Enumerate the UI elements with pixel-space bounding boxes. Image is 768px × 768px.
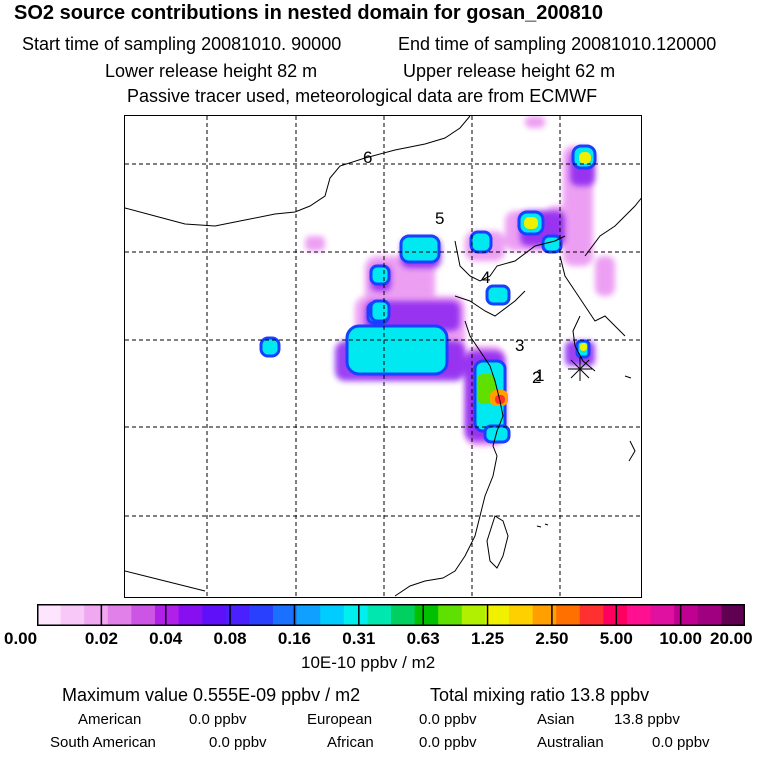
colorbar-units: 10E-10 ppbv / m2: [301, 653, 436, 672]
colorbar-swatch: [320, 604, 345, 626]
colorbar-swatch: [650, 604, 675, 626]
colorbar-border: [37, 604, 745, 626]
map-canvas: 6 5 4 3 2 1: [125, 116, 641, 597]
tracer-note: Passive tracer used, meteorological data…: [127, 86, 598, 106]
colorbar-swatch: [697, 604, 722, 626]
end-time: End time of sampling 20081010.120000: [398, 34, 717, 54]
colorbar-tick-label: 0.16: [277, 629, 311, 648]
plot-title: SO2 source contributions in nested domai…: [14, 2, 604, 24]
region-name-american: American: [78, 711, 142, 728]
day-label-6: 6: [363, 148, 372, 167]
region-value-australian: 0.0 ppbv: [652, 734, 710, 751]
colorbar-swatch: [509, 604, 534, 626]
colorbar-swatch: [225, 604, 250, 626]
colorbar-swatch: [627, 604, 652, 626]
colorbar-swatch: [343, 604, 368, 626]
region-name-european: European: [307, 711, 373, 728]
colorbar-tick-label: 0.02: [84, 629, 118, 648]
colorbar-tick-label: 10.00: [659, 629, 702, 648]
region-value-african: 0.0 ppbv: [419, 734, 477, 751]
colorbar-swatch: [603, 604, 628, 626]
day-label-1: 1: [535, 366, 544, 385]
colorbar-tick-label: 1.25: [470, 629, 505, 648]
colorbar-swatch: [367, 604, 392, 626]
coastlines: [125, 116, 641, 597]
colorbar-tick-label: 0.31: [342, 629, 376, 648]
max-value: Maximum value 0.555E-09 ppbv / m2: [62, 685, 361, 705]
colorbar-swatch: [60, 604, 85, 626]
map-grid: [125, 116, 641, 597]
day-label-4: 4: [481, 268, 490, 287]
colorbar-swatch: [556, 604, 581, 626]
lower-release-height: Lower release height 82 m: [105, 61, 318, 81]
colorbar-swatch: [414, 604, 439, 626]
colorbar-swatch: [296, 604, 321, 626]
colorbar-tick-label: 0.04: [149, 629, 183, 648]
colorbar-swatch: [107, 604, 132, 626]
region-name-south-american: South American: [50, 734, 156, 751]
day-label-5: 5: [435, 209, 444, 228]
gosan-star-icon: [568, 357, 592, 381]
colorbar-swatch: [178, 604, 203, 626]
region-value-american: 0.0 ppbv: [189, 711, 247, 728]
region-value-asian: 13.8 ppbv: [614, 711, 680, 728]
colorbar-tick-label: 5.00: [599, 629, 633, 648]
start-time: Start time of sampling 20081010. 90000: [22, 34, 342, 54]
total-mixing-ratio: Total mixing ratio 13.8 ppbv: [430, 685, 650, 705]
colorbar-swatch: [461, 604, 486, 626]
plume-hot: [477, 152, 591, 406]
colorbar-tick-label: 20.00: [710, 629, 753, 648]
colorbar-swatch: [84, 604, 109, 626]
region-value-european: 0.0 ppbv: [419, 711, 477, 728]
colorbar-swatch: [674, 604, 699, 626]
upper-release-height: Upper release height 62 m: [403, 61, 616, 81]
colorbar-swatch: [131, 604, 156, 626]
colorbar-swatch: [249, 604, 274, 626]
region-name-african: African: [327, 734, 374, 751]
colorbar-swatch: [37, 604, 62, 626]
region-value-south-american: 0.0 ppbv: [209, 734, 267, 751]
map-panel: 6 5 4 3 2 1: [124, 115, 642, 598]
colorbar-swatch: [391, 604, 416, 626]
day-label-2: 2: [532, 368, 541, 387]
colorbar-tick-label: 2.50: [535, 629, 569, 648]
colorbar-swatch: [579, 604, 604, 626]
region-name-australian: Australian: [537, 734, 604, 751]
colorbar-swatch: [485, 604, 510, 626]
colorbar-swatch: [438, 604, 463, 626]
region-name-asian: Asian: [537, 711, 575, 728]
colorbar-tick-label: 0.08: [213, 629, 247, 648]
colorbar-tick-label: 0.00: [4, 629, 38, 648]
colorbar-swatch: [273, 604, 298, 626]
colorbar-swatch: [532, 604, 557, 626]
colorbar-swatch: [721, 604, 745, 626]
colorbar-swatch: [202, 604, 227, 626]
colorbar-tick-label: 0.63: [406, 629, 440, 648]
day-label-3: 3: [515, 336, 524, 355]
colorbar-swatch: [155, 604, 180, 626]
colorbar: [37, 604, 745, 626]
